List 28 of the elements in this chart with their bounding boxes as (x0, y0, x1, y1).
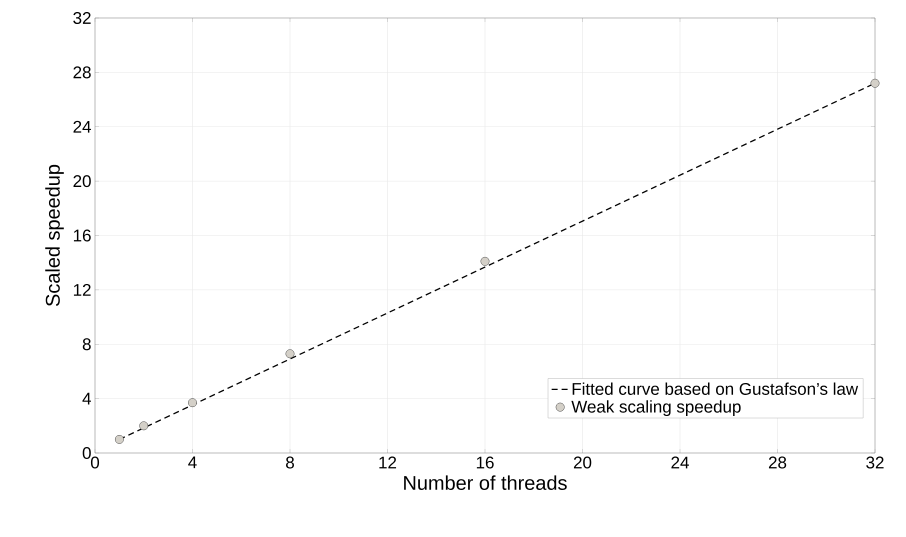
x-tick-label: 12 (379, 456, 396, 468)
x-tick-label: 24 (671, 456, 689, 468)
point (286, 349, 294, 358)
y-tick-label: 0 (82, 447, 91, 460)
point (114, 434, 124, 444)
x-axis-title: Number of threads (404, 475, 567, 490)
y-tick-label: 28 (74, 66, 91, 78)
y-tick-label: 24 (74, 120, 91, 133)
legend-label: Weak scaling speedup (571, 400, 741, 416)
x-tick-label: 8 (286, 456, 294, 469)
point (480, 256, 490, 266)
y-tick-label: 32 (73, 12, 91, 24)
y-axis-title: Scaled speedup (45, 164, 64, 306)
x-tick-label: 4 (188, 456, 197, 468)
y-tick-label: 8 (82, 338, 91, 350)
point (188, 398, 197, 408)
legend-label: Fitted curve based on Gustafson’s law (572, 382, 858, 395)
y-tick-label: 16 (74, 230, 91, 242)
point (870, 78, 880, 88)
x-tick-label: 16 (476, 456, 494, 469)
x-tick-label: 28 (768, 456, 786, 469)
x-tick-label: 0 (90, 456, 100, 469)
point (139, 421, 148, 430)
x-tick-label: 32 (866, 456, 884, 469)
y-tick-label: 20 (74, 175, 91, 188)
x-tick-label: 20 (574, 456, 592, 469)
y-tick-label: 12 (74, 284, 91, 296)
y-tick-label: 4 (82, 392, 91, 404)
